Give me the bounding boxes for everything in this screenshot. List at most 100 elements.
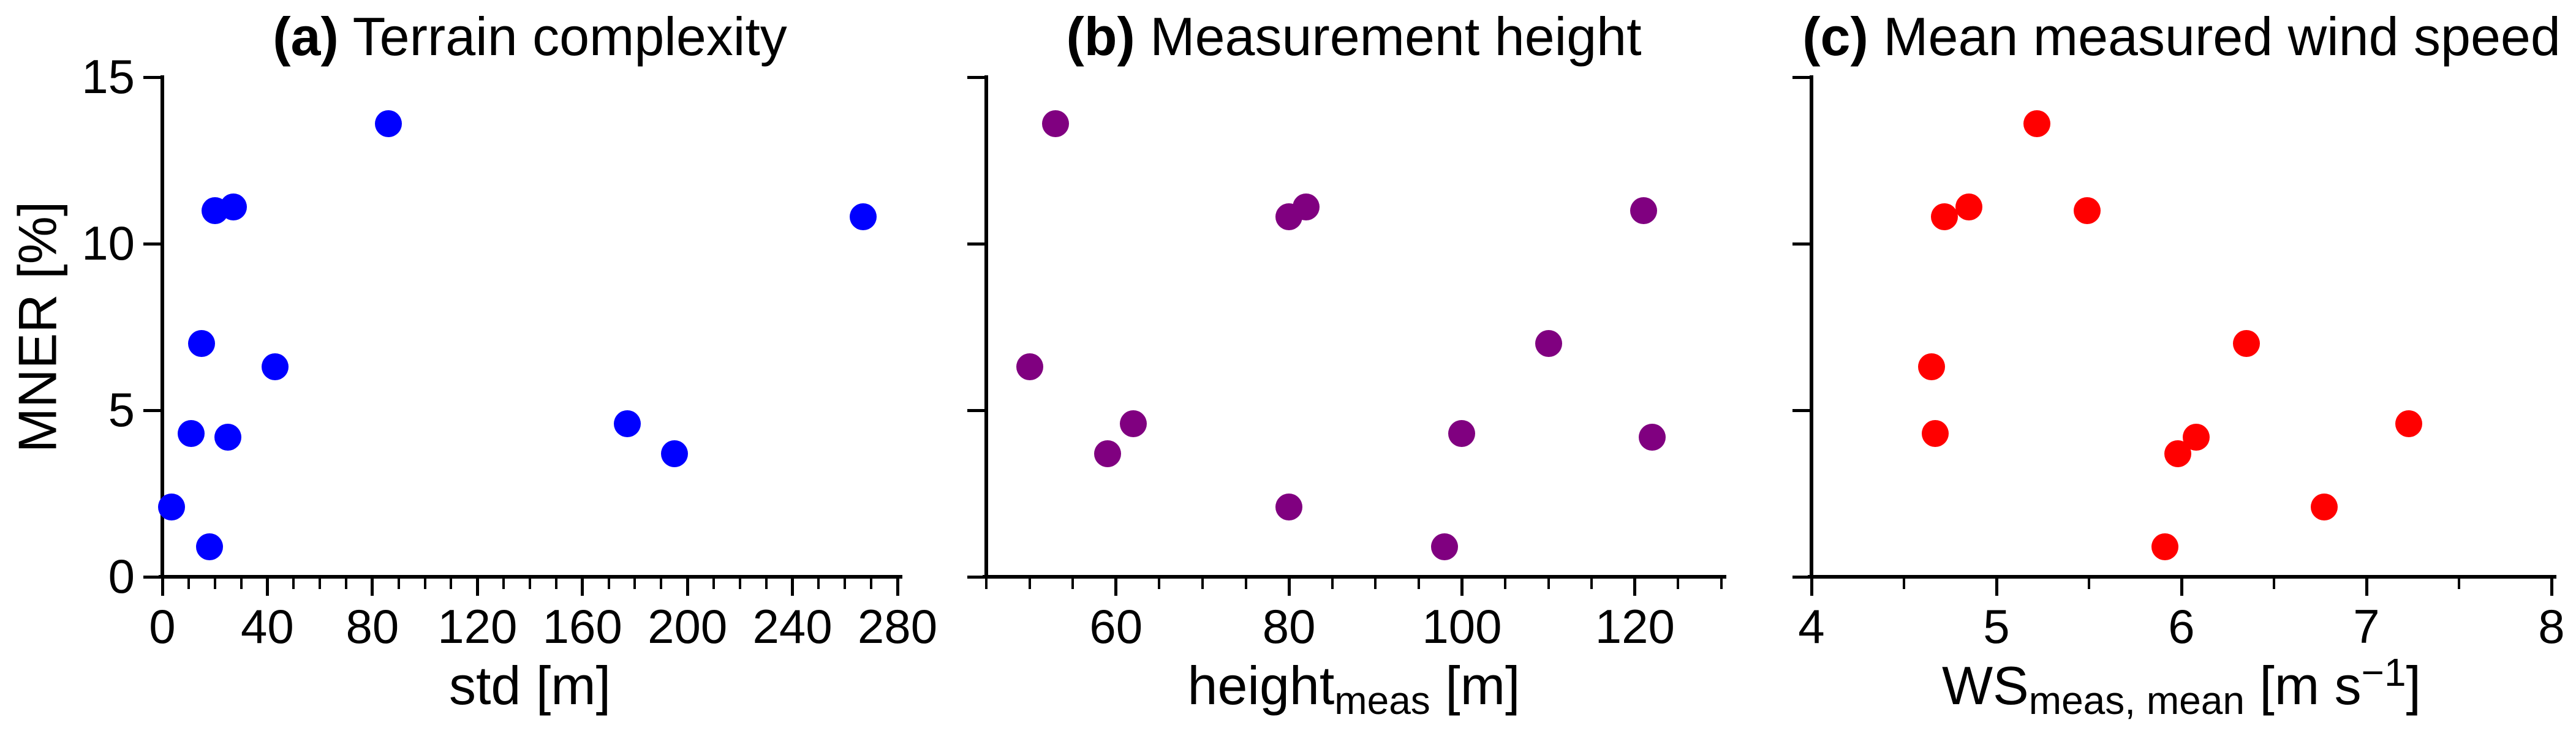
x-minor-tick — [985, 579, 988, 589]
data-point — [850, 203, 877, 231]
panel-title-text: Measurement height — [1135, 6, 1642, 67]
y-tick-label: 10 — [81, 216, 135, 271]
x-minor-tick — [765, 579, 768, 589]
plot-area-wind-speed: 4 5 6 7 8 — [1792, 75, 2565, 652]
x-major-tick — [2180, 579, 2183, 596]
data-point — [1535, 330, 1562, 358]
y-axis-spine — [161, 75, 164, 579]
x-minor-tick — [240, 579, 243, 589]
data-point — [374, 110, 402, 138]
x-axis-label-text: [m] — [1430, 655, 1520, 716]
y-major-tick — [143, 75, 161, 79]
x-tick-label: 120 — [437, 599, 518, 653]
y-major-tick — [1792, 575, 1810, 579]
x-tick-label: 60 — [1089, 599, 1143, 653]
x-minor-tick — [2273, 579, 2275, 589]
data-point — [1922, 420, 1949, 448]
y-major-tick — [967, 408, 984, 412]
x-major-tick — [581, 579, 584, 596]
x-minor-tick — [1417, 579, 1420, 589]
x-minor-tick — [870, 579, 873, 589]
x-tick-label: 100 — [1422, 599, 1502, 653]
data-point — [2183, 423, 2210, 451]
x-tick-label: 120 — [1595, 599, 1675, 653]
x-major-tick — [371, 579, 374, 596]
data-point — [2151, 533, 2178, 561]
data-point — [660, 440, 688, 467]
x-tick-label: 80 — [346, 599, 399, 653]
x-tick-label: 8 — [2538, 599, 2565, 653]
x-axis-label-text: WS — [1942, 655, 2029, 716]
x-tick-label: 7 — [2353, 599, 2380, 653]
data-point — [219, 193, 247, 221]
x-minor-tick — [607, 579, 610, 589]
y-major-tick — [967, 75, 984, 79]
y-major-tick — [1792, 408, 1810, 412]
x-minor-tick — [2458, 579, 2460, 589]
data-point — [196, 533, 224, 561]
x-minor-tick — [529, 579, 531, 589]
x-axis-spine — [159, 575, 902, 579]
x-major-tick — [2365, 579, 2368, 596]
data-point — [1016, 353, 1043, 381]
panel-title-text: Terrain complexity — [338, 6, 787, 67]
x-minor-tick — [1028, 579, 1031, 589]
x-axis-label-text: std [m] — [448, 655, 611, 716]
data-point — [613, 410, 641, 437]
x-minor-tick — [423, 579, 426, 589]
x-minor-tick — [397, 579, 400, 589]
x-major-tick — [1460, 579, 1464, 596]
x-tick-label: 0 — [149, 599, 176, 653]
data-point — [1630, 197, 1657, 224]
panel-title: (a) Terrain complexity — [273, 7, 787, 67]
y-major-tick — [967, 575, 984, 579]
plot-area-height: 60 80 100 120 — [967, 75, 1726, 652]
x-axis-label-sub: meas — [1334, 678, 1430, 723]
x-axis-label-text: height — [1187, 655, 1335, 716]
data-point — [1275, 493, 1303, 520]
panel-mean-wind-speed: (c) Mean measured wind speed 4 5 6 7 8 WSmea… — [1792, 0, 2565, 736]
x-major-tick — [1633, 579, 1637, 596]
x-minor-tick — [738, 579, 741, 589]
data-point — [1120, 410, 1147, 437]
y-major-tick — [143, 575, 161, 579]
y-major-tick — [1792, 242, 1810, 246]
x-axis-label-ws: WSmeas, mean [m s−1] — [1942, 651, 2421, 723]
x-minor-tick — [1071, 579, 1075, 589]
data-point — [1955, 193, 1982, 221]
y-major-tick — [967, 242, 984, 246]
x-minor-tick — [213, 579, 216, 589]
x-minor-tick — [2088, 579, 2090, 589]
data-point — [1918, 353, 1946, 381]
data-point — [1448, 420, 1476, 448]
panel-letter: (b) — [1066, 6, 1135, 67]
panel-letter: (c) — [1802, 6, 1868, 67]
x-major-tick — [791, 579, 795, 596]
data-point — [262, 353, 289, 381]
x-major-tick — [1995, 579, 1998, 596]
x-minor-tick — [1547, 579, 1550, 589]
x-axis-label-sup: −1 — [2361, 650, 2406, 694]
panel-terrain-complexity: (a) Terrain complexity 0 40 80 120 160 200 240… — [81, 0, 937, 736]
x-minor-tick — [554, 579, 557, 589]
x-major-tick — [161, 579, 164, 596]
x-tick-label: 240 — [752, 599, 833, 653]
x-major-tick — [1810, 579, 1813, 596]
x-axis-label-height: heightmeas [m] — [1187, 655, 1520, 722]
data-point — [1431, 533, 1459, 561]
x-tick-label: 200 — [648, 599, 728, 653]
y-tick-label: 0 — [108, 549, 135, 604]
data-point — [214, 423, 242, 451]
y-tick-label: 5 — [108, 383, 135, 437]
x-minor-tick — [844, 579, 847, 589]
x-tick-label: 280 — [857, 599, 938, 653]
data-point — [188, 330, 216, 358]
x-tick-label: 160 — [542, 599, 622, 653]
x-major-tick — [896, 579, 899, 596]
x-major-tick — [686, 579, 689, 596]
x-axis-label-std: std [m] — [449, 656, 611, 716]
x-minor-tick — [450, 579, 453, 589]
x-major-tick — [1114, 579, 1118, 596]
data-point — [1041, 110, 1069, 138]
x-minor-tick — [187, 579, 190, 589]
